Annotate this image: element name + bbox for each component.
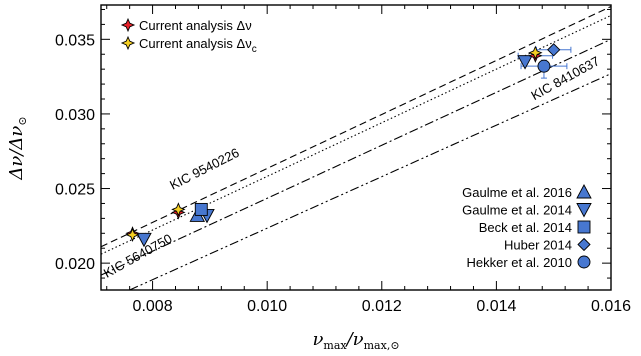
legend-br-marker-1 bbox=[576, 203, 592, 218]
data-points bbox=[125, 43, 561, 248]
x-tick-label-0: 0.008 bbox=[133, 298, 173, 315]
plot-frame bbox=[100, 4, 612, 291]
point-3-0 bbox=[136, 232, 152, 248]
axis-ticks bbox=[101, 5, 612, 290]
point-4-0 bbox=[194, 202, 208, 216]
legend-br-marker-2 bbox=[577, 220, 591, 234]
legend-tl-marker-1 bbox=[120, 35, 136, 51]
legend-bottom-right: Gaulme et al. 2016 Gaulme et al. 2014 Beck… bbox=[462, 184, 592, 270]
point-5-0 bbox=[547, 43, 561, 57]
svg-text:νmax/νmax,⊙: νmax/νmax,⊙ bbox=[312, 329, 399, 352]
legend-br-label-0: Gaulme et al. 2016 bbox=[462, 185, 572, 200]
tick-labels: 0.008 0.010 0.012 0.014 0.016 0.020 0.025 0.030… bbox=[55, 32, 631, 315]
x-tick-label-4: 0.016 bbox=[591, 298, 631, 315]
legend-br-label-3: Huber 2014 bbox=[504, 238, 572, 253]
reference-line-0 bbox=[101, 5, 611, 248]
legend-br-marker-3 bbox=[577, 237, 591, 252]
legend-top-left: Current analysis Δν Current analysis Δνc bbox=[120, 17, 257, 55]
x-axis-label: νmax/νmax,⊙ bbox=[312, 329, 399, 352]
point-6-0 bbox=[537, 59, 551, 73]
legend-br-marker-4 bbox=[577, 255, 591, 269]
series-1 bbox=[125, 45, 543, 242]
annotation-1: KIC 5640750 bbox=[101, 231, 175, 281]
point-3-2 bbox=[517, 55, 533, 70]
x-tick-label-2: 0.012 bbox=[362, 298, 402, 315]
point-1-2 bbox=[528, 45, 543, 60]
point-1-1 bbox=[171, 202, 186, 217]
series-5 bbox=[547, 43, 561, 57]
legend-tl-label-0: Current analysis Δν bbox=[139, 18, 252, 33]
series-6 bbox=[537, 59, 551, 73]
x-tick-label-3: 0.014 bbox=[476, 298, 516, 315]
legend-br-label-4: Hekker et al. 2010 bbox=[466, 255, 572, 270]
legend-tl-marker-0 bbox=[120, 17, 136, 33]
legend-br-label-2: Beck et al. 2014 bbox=[479, 220, 572, 235]
y-tick-label-0: 0.020 bbox=[55, 256, 95, 273]
x-label-main: ν bbox=[312, 329, 323, 350]
y-tick-label-2: 0.030 bbox=[55, 107, 95, 124]
series-4 bbox=[194, 202, 208, 216]
legend-br-marker-0 bbox=[576, 184, 592, 199]
y-tick-label-3: 0.035 bbox=[55, 32, 95, 49]
reference-line-2 bbox=[101, 38, 611, 276]
legend-tl-label-1: Current analysis Δνc bbox=[139, 36, 257, 55]
x-tick-label-1: 0.010 bbox=[247, 298, 287, 315]
legend-br-label-1: Gaulme et al. 2014 bbox=[462, 203, 572, 218]
point-1-0 bbox=[125, 227, 140, 242]
y-axis-label: Δν/Δν⊙ bbox=[6, 116, 29, 180]
y-tick-label-1: 0.025 bbox=[55, 182, 95, 199]
svg-text:Δν/Δν⊙: Δν/Δν⊙ bbox=[6, 116, 29, 180]
